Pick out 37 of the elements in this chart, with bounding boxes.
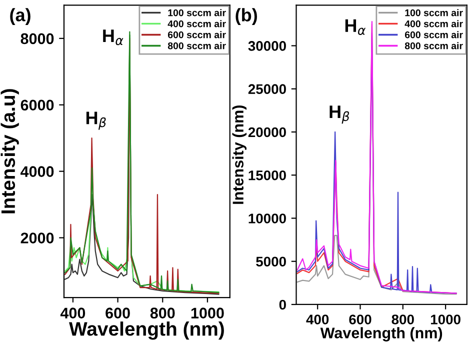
y-tick-label: 0: [279, 300, 286, 310]
annotation: H$_{β}$: [86, 112, 106, 130]
x-tick-label: 400: [60, 308, 86, 319]
y-tick-label: 6000: [20, 100, 54, 111]
y-tick-label: 8000: [20, 33, 54, 44]
y-tick-label: 20000: [248, 127, 286, 138]
x-tick-label: 1000: [191, 308, 224, 319]
legend-label: 400 sccm air: [168, 20, 226, 28]
y-tick-label: 5000: [256, 256, 286, 267]
legend-label: 600 sccm air: [168, 31, 226, 38]
annotation: H$_{α}$: [103, 30, 124, 46]
y-tick-label: 10000: [248, 214, 286, 224]
y-axis-title: Intensity (nm): [232, 106, 247, 204]
legend-label: 600 sccm air: [404, 31, 463, 38]
x-tick-label: 400: [306, 314, 329, 324]
y-tick-label: 30000: [248, 41, 286, 51]
x-tick-label: 800: [392, 314, 414, 324]
x-tick-label: 1000: [430, 314, 460, 324]
y-tick-label: 2000: [20, 232, 54, 244]
y-tick-label: 4000: [20, 166, 54, 177]
legend-label: 800 sccm air: [404, 42, 463, 50]
annotation: H$_{β}$: [330, 106, 350, 124]
x-tick-label: 800: [150, 308, 175, 319]
x-axis-title: Wavelength (nm): [69, 322, 224, 340]
legend-label: 800 sccm air: [168, 42, 226, 50]
y-axis-title: Intensity (a.u): [0, 89, 19, 214]
y-tick-label: 15000: [248, 170, 286, 180]
chart-title: (a): [10, 8, 30, 25]
annotation: H$_{α}$: [345, 19, 366, 35]
x-tick-label: 600: [349, 314, 372, 324]
chart-title: (b): [236, 8, 257, 26]
x-tick-label: 600: [106, 308, 130, 319]
legend-label: 100 sccm air: [168, 9, 226, 16]
legend-label: 400 sccm air: [404, 20, 463, 28]
y-tick-label: 25000: [248, 84, 286, 94]
legend-label: 100 sccm air: [405, 9, 463, 16]
x-axis-title: Wavelength (nm): [320, 327, 442, 342]
